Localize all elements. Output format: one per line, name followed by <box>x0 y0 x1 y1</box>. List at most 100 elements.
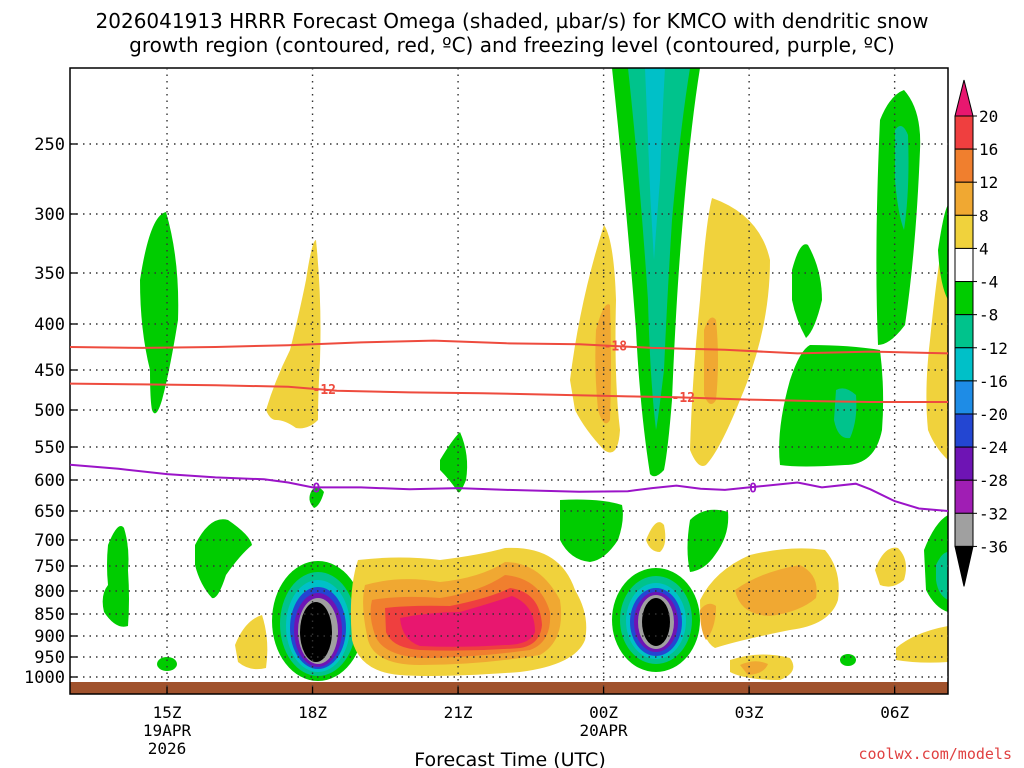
y-tick-label: 500 <box>34 401 65 421</box>
x-tick-label: 00Z <box>589 703 618 722</box>
omega-patch <box>642 598 670 646</box>
omega-patch <box>704 317 718 404</box>
omega-patch <box>440 432 468 493</box>
contour--18 <box>69 339 949 355</box>
omega-patch <box>876 90 921 345</box>
x-date-label: 19APR <box>143 721 192 740</box>
y-tick-label: 600 <box>34 471 65 491</box>
shaded-omega-field <box>70 68 948 694</box>
omega-patch <box>687 509 729 572</box>
omega-patch <box>700 603 716 640</box>
colorbar-segment <box>954 479 974 514</box>
colorbar-segment <box>954 281 974 316</box>
y-tick-label: 900 <box>34 627 65 647</box>
omega-patch <box>938 205 948 300</box>
contour-label: 0 <box>749 481 757 496</box>
colorbar-segment <box>954 181 974 216</box>
omega-patch <box>235 615 268 670</box>
contour-freezing <box>69 463 949 512</box>
omega-patch <box>646 522 666 552</box>
x-tick-label: 18Z <box>298 703 327 722</box>
chart-title-line1: 2026041913 HRRR Forecast Omega (shaded, … <box>96 9 929 33</box>
colorbar-segment <box>954 446 974 481</box>
y-tick-label: 250 <box>34 135 65 155</box>
x-date-label: 20APR <box>580 721 629 740</box>
omega-patch <box>735 565 817 616</box>
colorbar-label: -4 <box>979 273 998 292</box>
colorbar-label: 4 <box>979 239 989 258</box>
omega-patch <box>895 126 909 230</box>
axes: 2503003504004505005506006507007508008509… <box>24 67 949 758</box>
plot-frame <box>69 67 949 695</box>
y-tick-label: 400 <box>34 315 65 335</box>
colorbar-segment <box>954 148 974 183</box>
chart-title-line2: growth region (contoured, red, ºC) and f… <box>129 33 895 57</box>
colorbar-label: -36 <box>979 537 1008 556</box>
omega-patch <box>102 526 129 627</box>
omega-patch <box>195 519 252 599</box>
y-tick-label: 800 <box>34 582 65 602</box>
y-tick-label: 350 <box>34 264 65 284</box>
colorbar-segment <box>954 214 974 249</box>
colorbar-label: -32 <box>979 504 1008 523</box>
omega-patch <box>792 244 822 338</box>
contour-label: -12 <box>672 391 695 406</box>
colorbar-label: -8 <box>979 306 998 325</box>
omega-patch <box>840 654 856 666</box>
x-tick-label: 03Z <box>735 703 764 722</box>
contour-label: -12 <box>313 383 336 398</box>
omega-patch <box>740 661 768 675</box>
x-year-label: 2026 <box>148 739 187 758</box>
contour-label: -18 <box>604 339 628 354</box>
omega-patch <box>645 68 665 260</box>
colorbar: 20 16 12 8 4 -4 -8 -12 -16 -20 -24 -28 -32 -36 <box>954 79 1008 587</box>
colorbar-label: 20 <box>979 107 998 126</box>
colorbar-label: -16 <box>979 372 1008 391</box>
colorbar-segment <box>954 247 974 283</box>
colorbar-cap-bottom <box>954 545 974 587</box>
omega-patch <box>300 602 332 662</box>
omega-patch <box>266 240 321 429</box>
colorbar-label: -12 <box>979 339 1008 358</box>
contour--12 <box>69 382 948 403</box>
omega-patch <box>309 487 324 508</box>
y-tick-label: 750 <box>34 557 65 577</box>
contour-label: 0 <box>313 481 321 496</box>
credit-text: coolwx.com/models <box>858 745 1012 763</box>
omega-patch <box>936 552 948 600</box>
colorbar-segment <box>954 314 974 349</box>
colorbar-segment <box>954 512 974 547</box>
omega-patch <box>157 657 177 671</box>
colorbar-label: -28 <box>979 471 1008 490</box>
omega-patch <box>690 198 770 466</box>
y-tick-label: 850 <box>34 605 65 625</box>
y-tick-label: 300 <box>34 205 65 225</box>
y-tick-label: 950 <box>34 648 65 668</box>
y-tick-label: 550 <box>34 438 65 458</box>
colorbar-label: 12 <box>979 173 998 192</box>
omega-patch <box>875 547 906 587</box>
colorbar-label: 8 <box>979 206 989 225</box>
colorbar-segment <box>954 380 974 415</box>
contour-lines: -18 -12 -12 0 0 <box>69 339 949 512</box>
omega-patch <box>595 304 611 424</box>
colorbar-label: -24 <box>979 438 1008 457</box>
ground-terrain <box>70 682 948 694</box>
colorbar-cap-top <box>954 79 974 117</box>
x-tick-label: 15Z <box>153 703 182 722</box>
x-tick-label: 21Z <box>444 703 473 722</box>
y-tick-label: 700 <box>34 531 65 551</box>
colorbar-label: -20 <box>979 405 1008 424</box>
omega-patch <box>896 626 948 663</box>
colorbar-segment <box>954 347 974 382</box>
omega-patch <box>628 68 690 430</box>
omega-patch <box>140 212 179 414</box>
y-tick-label: 1000 <box>24 668 65 688</box>
omega-patch <box>779 345 884 467</box>
y-tick-label: 450 <box>34 361 65 381</box>
colorbar-label: 16 <box>979 140 998 159</box>
x-axis-title: Forecast Time (UTC) <box>414 749 605 768</box>
omega-patch <box>400 596 535 647</box>
x-tick-label: 06Z <box>880 703 909 722</box>
